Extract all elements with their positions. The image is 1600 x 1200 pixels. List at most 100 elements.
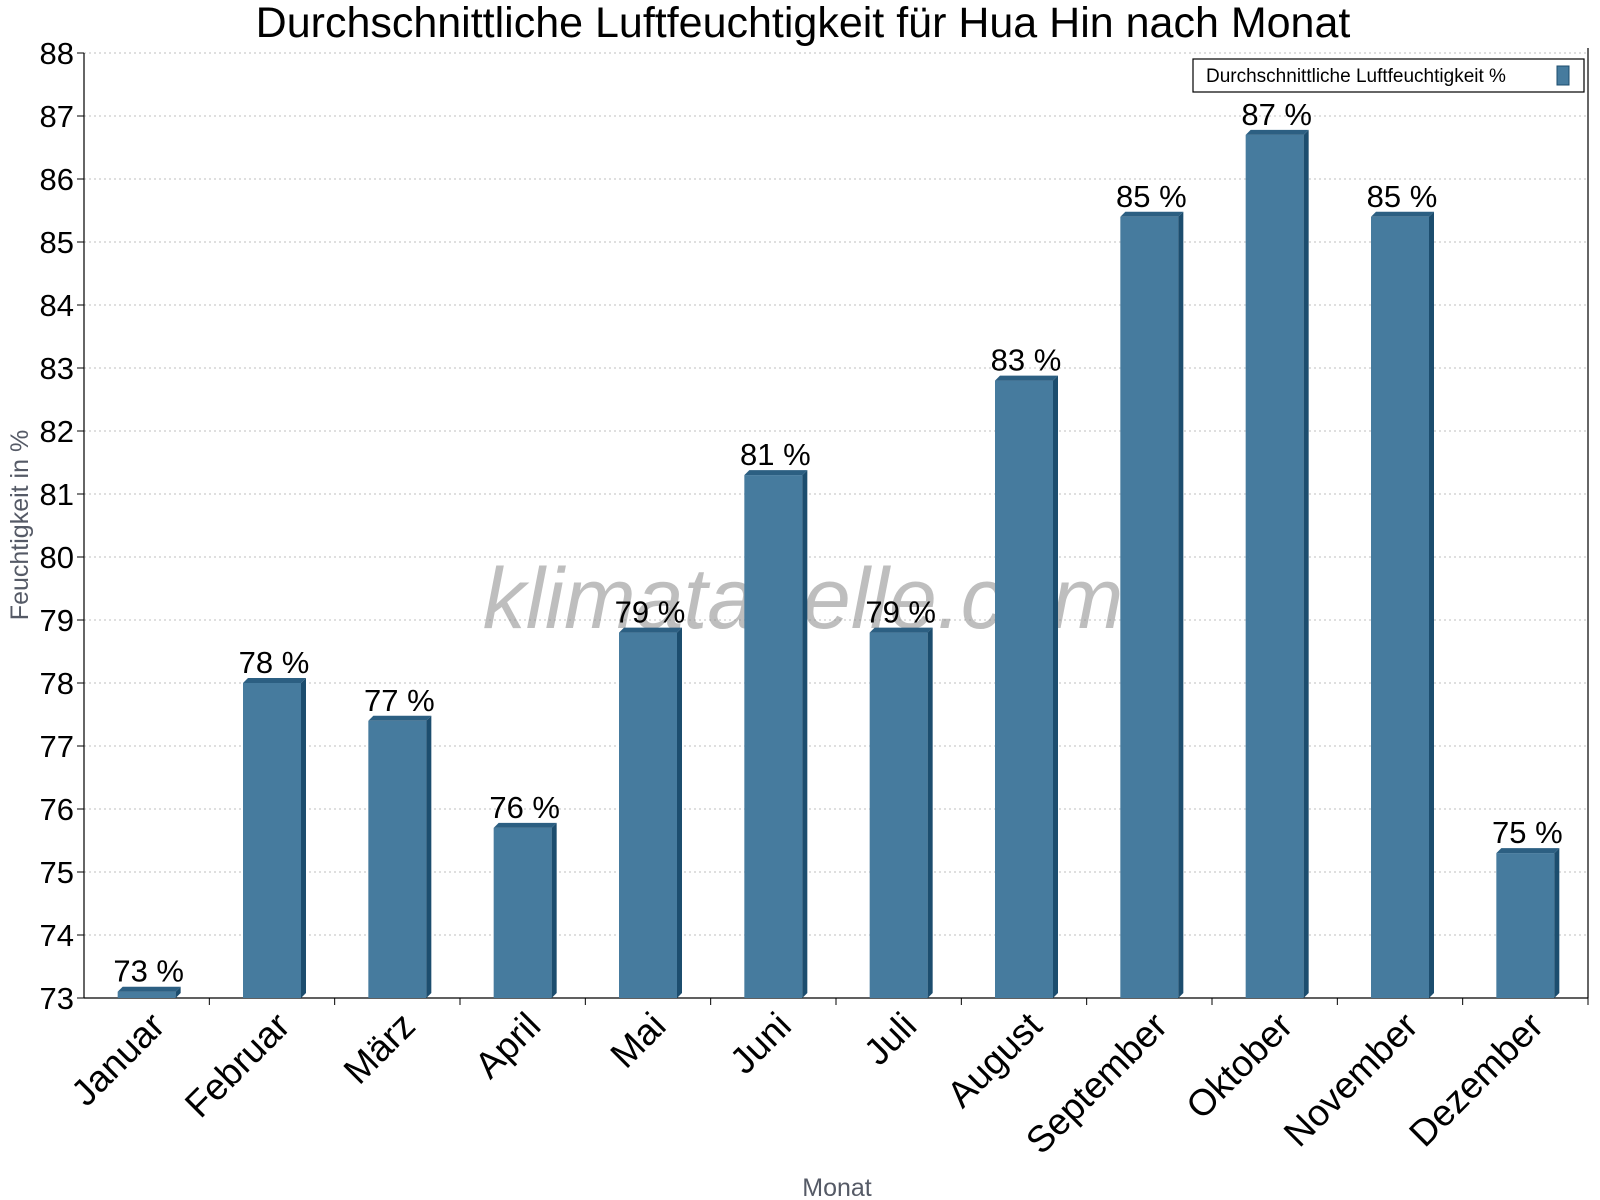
bar-top xyxy=(619,627,682,633)
legend-label: Durchschnittliche Luftfeuchtigkeit % xyxy=(1206,66,1506,87)
y-tick-label: 75 xyxy=(40,855,74,890)
y-tick-label: 84 xyxy=(40,288,74,323)
y-tick-label: 86 xyxy=(40,162,74,197)
x-tick-label: November xyxy=(1276,1005,1426,1155)
bars xyxy=(117,129,1560,999)
bar-top xyxy=(1120,211,1184,217)
bar-side xyxy=(1429,211,1434,999)
bar-side xyxy=(1303,129,1309,998)
x-tick-label: Dezember xyxy=(1401,1005,1551,1155)
data-label: 85 % xyxy=(1116,179,1187,214)
bar-front xyxy=(869,632,928,998)
data-label: 79 % xyxy=(615,595,686,630)
y-tick-label: 83 xyxy=(40,351,74,386)
bar-front xyxy=(1496,853,1555,998)
bar-front xyxy=(619,632,677,998)
x-tick-label: Oktober xyxy=(1178,1005,1300,1127)
y-tick-label: 74 xyxy=(40,918,74,953)
y-tick-label: 80 xyxy=(40,540,74,575)
bar-top xyxy=(243,678,306,683)
data-labels: 73 % 78 % 77 % 76 % 79 % 81 % 79 % 83 % 85 % 87 %… xyxy=(113,97,1562,989)
x-tick-label: Februar xyxy=(177,1005,298,1126)
legend: Durchschnittliche Luftfeuchtigkeit % xyxy=(1192,58,1585,93)
x-tick-label: Juli xyxy=(856,1005,924,1073)
x-axis-title: Monat xyxy=(802,1174,872,1200)
y-tick-label: 77 xyxy=(40,729,74,764)
bar xyxy=(869,627,933,998)
bar-front xyxy=(995,380,1053,999)
data-label: 79 % xyxy=(865,595,936,630)
bar-top xyxy=(995,375,1058,381)
legend-swatch xyxy=(1556,65,1570,86)
bar-side xyxy=(1554,848,1560,998)
y-tick-label: 82 xyxy=(40,414,74,449)
bar-side xyxy=(175,986,181,998)
bar xyxy=(744,470,808,999)
bar xyxy=(1245,129,1309,998)
bar-front xyxy=(1245,134,1304,998)
y-tick-label: 81 xyxy=(40,477,74,512)
bar-side xyxy=(1053,375,1058,999)
bar xyxy=(1496,848,1560,998)
chart-title: Durchschnittliche Luftfeuchtigkeit für H… xyxy=(256,0,1351,47)
bar-front xyxy=(1120,216,1179,999)
bar-top xyxy=(493,822,557,828)
bar-front xyxy=(117,991,176,998)
y-tick-label: 85 xyxy=(40,225,74,260)
data-label: 81 % xyxy=(740,437,811,472)
data-label: 73 % xyxy=(113,954,184,989)
x-tick-label: August xyxy=(939,1004,1050,1115)
data-label: 85 % xyxy=(1367,179,1438,214)
bar xyxy=(493,822,557,998)
bar-side xyxy=(677,627,682,998)
bar-side xyxy=(1178,211,1184,999)
y-tick-label: 88 xyxy=(40,36,74,71)
bar-side xyxy=(927,627,933,998)
bar-top xyxy=(869,627,933,633)
bar-top xyxy=(368,715,432,721)
bar-front xyxy=(243,683,301,998)
bar xyxy=(619,627,682,998)
y-tick-label: 73 xyxy=(40,981,74,1016)
bar-front xyxy=(493,827,552,998)
y-tick-labels: 73 74 75 76 77 78 79 80 81 82 83 84 85 86 87 88 xyxy=(40,36,74,1016)
data-label: 87 % xyxy=(1241,97,1312,132)
data-label: 78 % xyxy=(239,645,310,680)
bar-front xyxy=(744,475,803,999)
x-tick-label: Mai xyxy=(603,1005,674,1076)
bar xyxy=(117,986,181,998)
x-tick-label: Juni xyxy=(722,1005,799,1082)
bar xyxy=(995,375,1058,999)
bar-top xyxy=(1371,211,1434,217)
bar xyxy=(1371,211,1434,999)
bar-top xyxy=(1496,848,1560,854)
bar-side xyxy=(301,678,306,998)
y-axis-title: Feuchtigkeit in % xyxy=(6,430,34,620)
bar-side xyxy=(802,470,808,999)
y-tick-label: 87 xyxy=(40,99,74,134)
legend-box xyxy=(1192,58,1585,93)
bar xyxy=(243,678,306,998)
axes xyxy=(77,48,1589,1005)
bar-side xyxy=(426,715,432,998)
data-label: 76 % xyxy=(489,790,560,825)
x-tick-label: April xyxy=(467,1005,548,1086)
bar-front xyxy=(368,720,427,998)
y-tick-label: 78 xyxy=(40,666,74,701)
bar-side xyxy=(551,822,557,998)
bar-front xyxy=(1371,216,1429,999)
bar xyxy=(1120,211,1184,999)
data-label: 77 % xyxy=(364,683,435,718)
grid-lines xyxy=(84,52,1588,936)
bar-top xyxy=(744,470,808,476)
bar-top xyxy=(117,986,181,992)
x-tick-labels: Januar Februar März April Mai Juni Juli AugustS… xyxy=(63,1004,1551,1161)
data-label: 83 % xyxy=(991,343,1062,378)
y-tick-label: 79 xyxy=(40,603,74,638)
bar xyxy=(368,715,432,998)
y-tick-label: 76 xyxy=(40,792,74,827)
x-tick-label: Januar xyxy=(63,1005,172,1114)
x-tick-label: März xyxy=(336,1005,423,1092)
